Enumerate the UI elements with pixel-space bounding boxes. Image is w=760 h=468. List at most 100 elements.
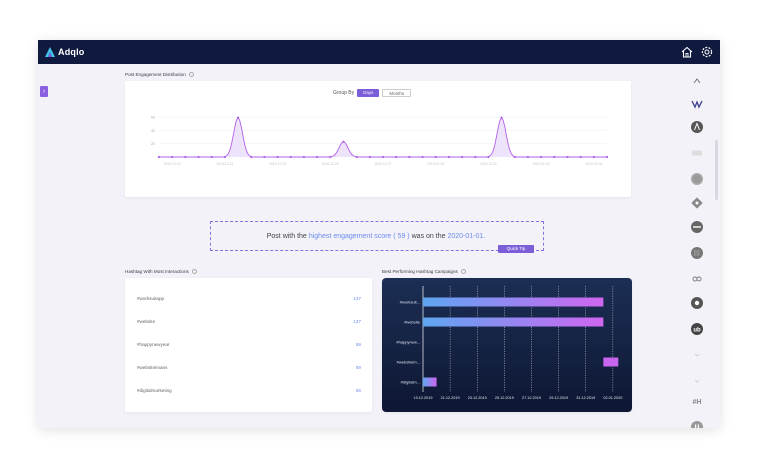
x-tick-label: 2019-12-25 bbox=[322, 162, 339, 166]
hashtag-icon[interactable]: #H bbox=[690, 396, 704, 410]
dash-circle-icon[interactable] bbox=[690, 220, 704, 234]
data-point bbox=[157, 155, 161, 159]
engagement-title: Post Engagement Distribution bbox=[125, 72, 194, 78]
bar bbox=[423, 377, 437, 387]
home-icon[interactable] bbox=[680, 45, 694, 59]
group-days-button[interactable]: Days bbox=[357, 89, 380, 97]
hashtag-icon-label: #H bbox=[692, 399, 702, 406]
chevron-up-icon[interactable] bbox=[690, 74, 704, 88]
list-item[interactable]: #websiteimans 59 bbox=[137, 365, 361, 370]
chevron-small-icon[interactable] bbox=[690, 374, 704, 388]
gray-circle-icon[interactable] bbox=[690, 172, 704, 186]
quick-tip-box: Post with the highest engagement score (… bbox=[210, 221, 544, 251]
data-point bbox=[368, 155, 371, 159]
link-icon[interactable] bbox=[690, 272, 704, 286]
x-tick-label: 27.12.2019 bbox=[522, 396, 541, 400]
pause-circle-icon[interactable] bbox=[690, 420, 704, 428]
data-point bbox=[342, 140, 345, 143]
sidebar-toggle-button[interactable]: › bbox=[40, 86, 48, 97]
x-tick-label: 2019-12-31 bbox=[480, 162, 497, 166]
bar bbox=[423, 297, 604, 307]
list-item[interactable]: #digitalmarketing 56 bbox=[137, 388, 361, 393]
data-point bbox=[171, 155, 174, 159]
hashtag-name: #website bbox=[137, 319, 156, 324]
brand-logo-icon[interactable] bbox=[690, 96, 704, 110]
group-months-button[interactable]: Months bbox=[382, 89, 412, 97]
data-point bbox=[540, 155, 543, 159]
hashtag-name: #digitalmarketing bbox=[137, 388, 172, 393]
data-point bbox=[276, 155, 279, 159]
data-point bbox=[434, 155, 437, 159]
data-point bbox=[605, 155, 609, 159]
hashtag-name: #websiteimans bbox=[137, 365, 168, 370]
engagement-chart-card: Group By Days Months 60 40 20 2019-12-19 201… bbox=[125, 81, 631, 197]
chevron-small-icon[interactable] bbox=[690, 348, 704, 362]
data-point bbox=[355, 155, 358, 159]
x-tick-label: 2019-12-23 bbox=[269, 162, 286, 166]
brand-logo[interactable]: Adqlo bbox=[44, 45, 85, 59]
x-tick-label: 29.12.2019 bbox=[549, 396, 568, 400]
tip-prefix: Post with the bbox=[266, 232, 307, 240]
category-label: #website bbox=[404, 319, 421, 324]
campaigns-chart-card: 19.12.2019 21.12.2019 23.12.2019 25.12.2019… bbox=[382, 278, 632, 412]
x-tick-label: 25.12.2019 bbox=[495, 396, 514, 400]
data-point bbox=[421, 155, 424, 159]
data-point bbox=[500, 116, 503, 119]
data-point bbox=[395, 155, 398, 159]
ub-logo-icon[interactable]: ub bbox=[690, 322, 704, 336]
info-icon[interactable] bbox=[191, 269, 197, 275]
y-tick-label: 20 bbox=[151, 142, 155, 146]
grid-circle-icon[interactable] bbox=[690, 246, 704, 260]
app-window: Adqlo › Post Engagement Distribution Gro… bbox=[38, 40, 720, 428]
dot-circle-icon[interactable] bbox=[690, 296, 704, 310]
data-point bbox=[513, 155, 516, 159]
data-point bbox=[302, 155, 306, 159]
category-label: #worksuit... bbox=[400, 299, 420, 304]
y-tick-label: 60 bbox=[151, 116, 155, 120]
list-item[interactable]: #website 137 bbox=[137, 319, 361, 324]
tip-date-highlight: 2020-01-01. bbox=[447, 232, 486, 240]
list-item[interactable]: #worksuitapp 137 bbox=[137, 296, 361, 301]
data-point bbox=[197, 155, 200, 159]
x-tick-label: 21.12.2019 bbox=[441, 396, 460, 400]
gear-icon[interactable] bbox=[700, 45, 714, 59]
category-label: #happynew... bbox=[396, 339, 420, 344]
bar bbox=[603, 357, 619, 367]
data-point bbox=[553, 155, 556, 159]
hashtag-interactions-title-text: Hashtag With Most Interactions bbox=[125, 269, 189, 274]
data-point bbox=[592, 155, 595, 159]
scrollbar[interactable] bbox=[715, 140, 718, 200]
group-by-control: Group By Days Months bbox=[333, 89, 412, 97]
data-point bbox=[474, 155, 477, 159]
hashtag-count: 59 bbox=[355, 365, 361, 370]
hashtag-interactions-card: #worksuitapp 137 #website 137 #happynewy… bbox=[125, 278, 372, 412]
x-tick-label: 23.12.2019 bbox=[468, 396, 487, 400]
data-point bbox=[408, 155, 411, 159]
hashtag-count: 59 bbox=[355, 342, 361, 347]
data-point bbox=[579, 155, 582, 159]
data-point bbox=[447, 155, 450, 159]
data-point bbox=[236, 116, 240, 119]
quick-tip-badge: Quick Tip bbox=[498, 245, 534, 253]
list-item[interactable]: #happynewyear 59 bbox=[137, 342, 361, 347]
data-point bbox=[460, 155, 464, 159]
hashtag-interactions-title: Hashtag With Most Interactions bbox=[125, 269, 197, 275]
series-area bbox=[159, 117, 607, 157]
group-by-label: Group By bbox=[333, 90, 355, 96]
tip-middle: was on the bbox=[411, 232, 446, 240]
info-icon[interactable] bbox=[188, 72, 194, 78]
tip-score-highlight: highest engagement score ( 59 ) bbox=[308, 232, 410, 240]
hashtag-count: 56 bbox=[355, 388, 361, 393]
category-label: #websiteim... bbox=[397, 359, 420, 364]
card-icon[interactable] bbox=[690, 146, 704, 160]
data-point bbox=[223, 155, 226, 159]
tag-icon[interactable] bbox=[690, 196, 704, 210]
data-point bbox=[487, 155, 490, 159]
campaigns-bar-chart: 19.12.2019 21.12.2019 23.12.2019 25.12.2019… bbox=[396, 286, 622, 400]
engagement-title-text: Post Engagement Distribution bbox=[125, 72, 186, 77]
x-tick-label: 2019-12-21 bbox=[216, 162, 233, 166]
info-icon[interactable] bbox=[460, 269, 466, 275]
a-circle-icon[interactable] bbox=[690, 120, 704, 134]
data-point bbox=[316, 155, 319, 159]
x-tick-label: 2020-01-02 bbox=[533, 162, 550, 166]
